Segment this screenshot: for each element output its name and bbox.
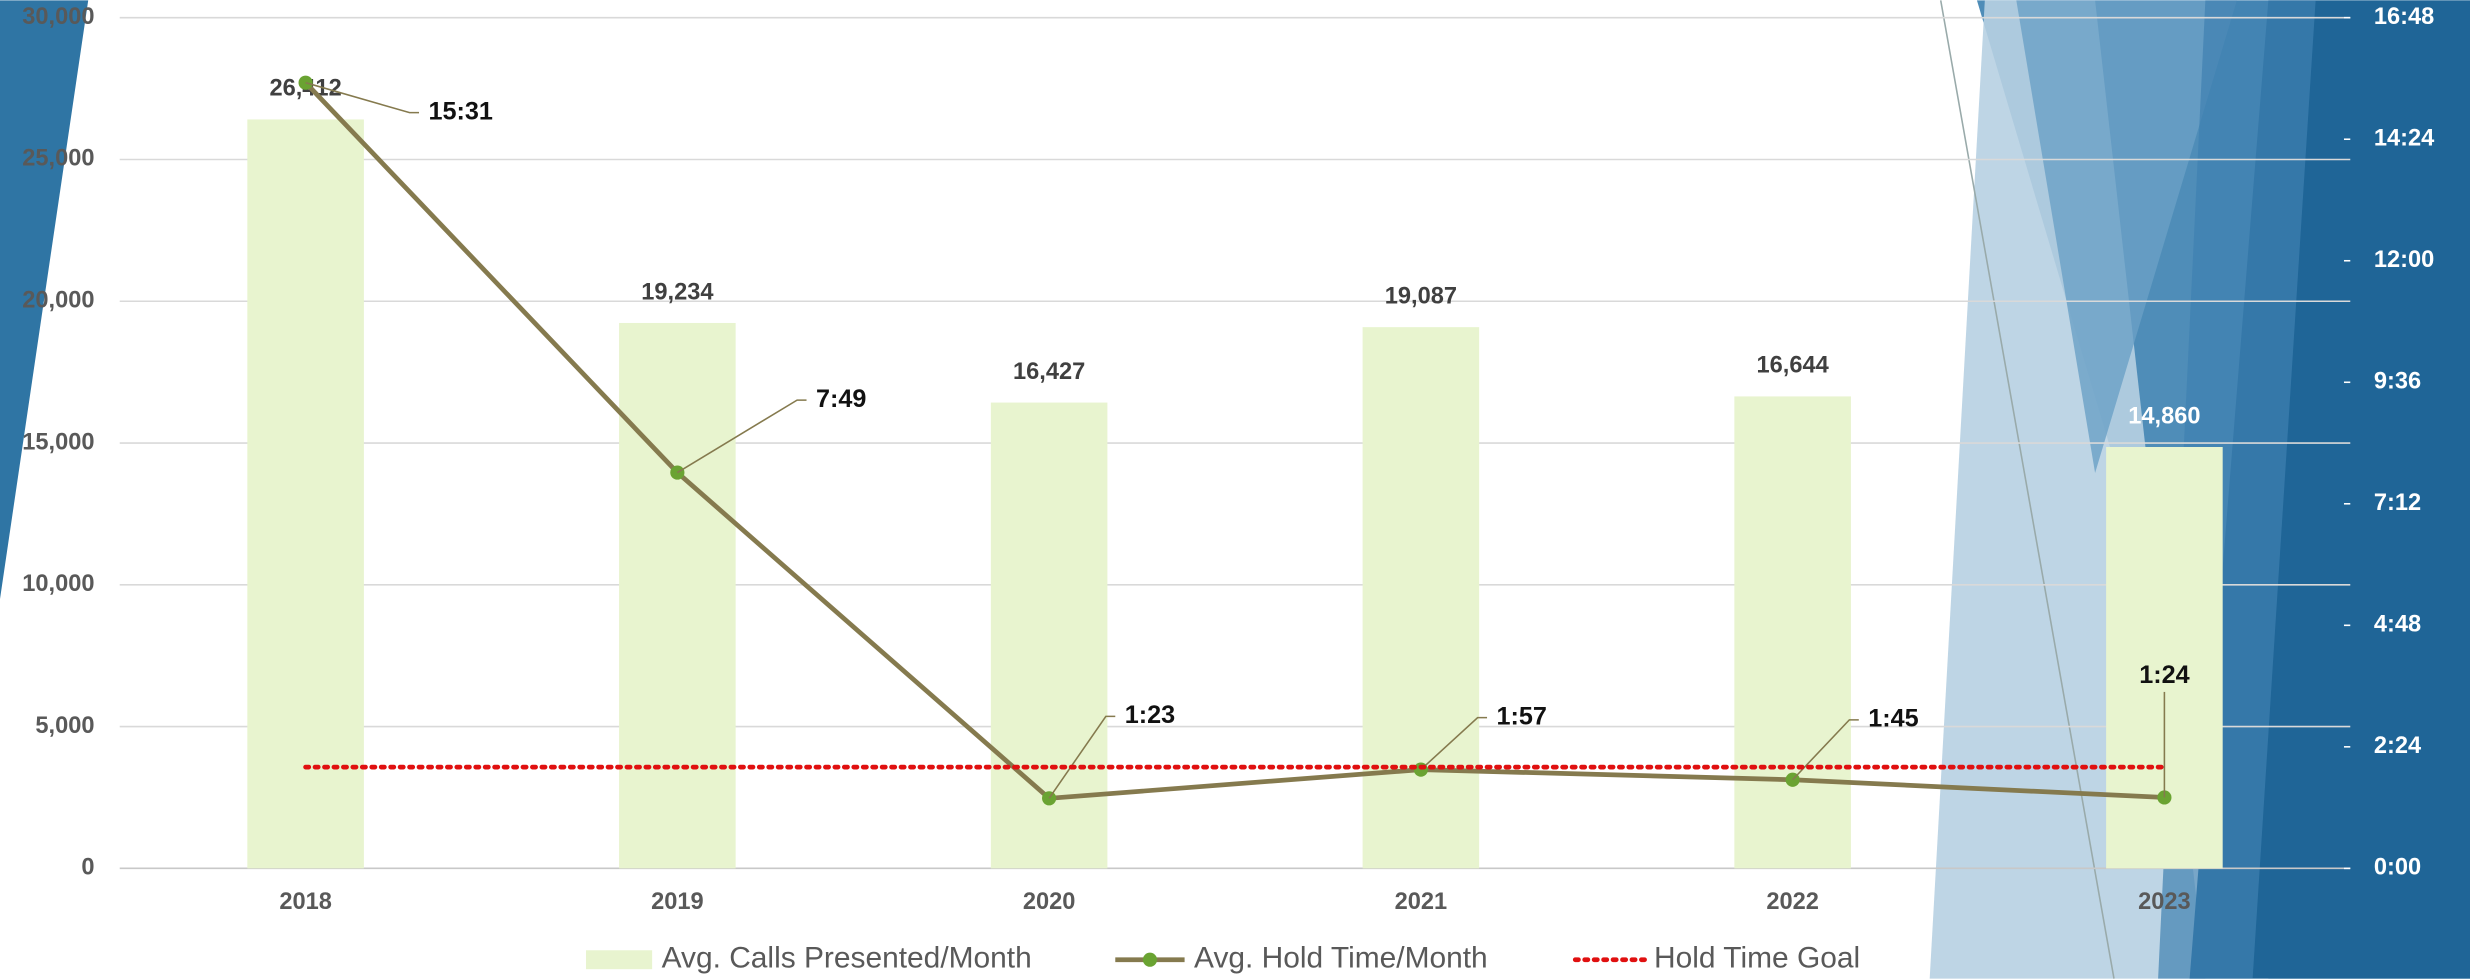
y2-tick-label: 0:00	[2374, 855, 2421, 881]
x-tick-label: 2019	[651, 889, 704, 915]
x-tick-label: 2023	[2138, 889, 2191, 915]
x-tick-label: 2018	[279, 889, 332, 915]
line-value-label: 1:57	[1496, 702, 1546, 730]
bar-value-label: 19,087	[1385, 283, 1457, 309]
line-value-label: 7:49	[816, 385, 866, 413]
legend-label: Hold Time Goal	[1654, 942, 1860, 975]
y2-tick-label: 14:24	[2374, 125, 2434, 151]
line-value-label: 1:23	[1125, 701, 1175, 729]
bar	[1734, 396, 1851, 869]
leader-line	[1792, 719, 1859, 781]
leader-line	[305, 81, 420, 114]
line-value-label: 1:45	[1868, 705, 1918, 733]
x-tick-label: 2022	[1766, 889, 1819, 915]
line-value-label: 15:31	[428, 97, 492, 125]
y2-tick-label: 7:12	[2374, 490, 2421, 516]
y-tick-label: 10,000	[22, 571, 94, 597]
bar	[1362, 327, 1480, 869]
bar	[247, 119, 364, 869]
y-tick-label: 30,000	[22, 4, 94, 30]
leader-line	[676, 399, 807, 474]
bar-value-label: 16,427	[1013, 359, 1085, 385]
legend-label: Avg. Hold Time/Month	[1194, 942, 1488, 975]
bar	[2106, 446, 2223, 869]
legend-swatch	[585, 950, 653, 970]
y2-tick-label: 16:48	[2374, 4, 2434, 30]
x-tick-label: 2021	[1395, 889, 1448, 915]
y-tick-label: 20,000	[22, 287, 94, 313]
y-tick-label: 25,000	[22, 146, 94, 172]
bar	[990, 402, 1108, 869]
legend-label: Avg. Calls Presented/Month	[662, 942, 1032, 975]
y2-tick-label: 9:36	[2374, 369, 2421, 395]
y-tick-label: 15,000	[22, 429, 94, 455]
bar	[619, 322, 736, 869]
leader-line	[1420, 716, 1488, 771]
legend-marker	[1142, 952, 1158, 967]
leader-line	[1048, 715, 1116, 799]
line-marker	[2157, 790, 2172, 805]
line-value-label: 1:24	[2139, 661, 2189, 689]
line	[303, 81, 2165, 801]
y-tick-label: 0	[81, 855, 94, 881]
bar-value-label: 14,860	[2128, 403, 2200, 429]
y2-tick-label: 4:48	[2374, 612, 2421, 638]
x-tick-label: 2020	[1023, 889, 1076, 915]
bar-value-label: 19,234	[641, 279, 713, 305]
bar-value-label: 16,644	[1757, 353, 1829, 379]
plot: 0 5,000 10,000 15,000 20,000 25,000 30,000 0:00…	[22, 4, 2434, 975]
line-marker	[1042, 791, 1057, 806]
y2-tick-label: 2:24	[2374, 733, 2421, 759]
y-tick-label: 5,000	[35, 713, 94, 739]
y2-tick-label: 12:00	[2374, 247, 2434, 273]
